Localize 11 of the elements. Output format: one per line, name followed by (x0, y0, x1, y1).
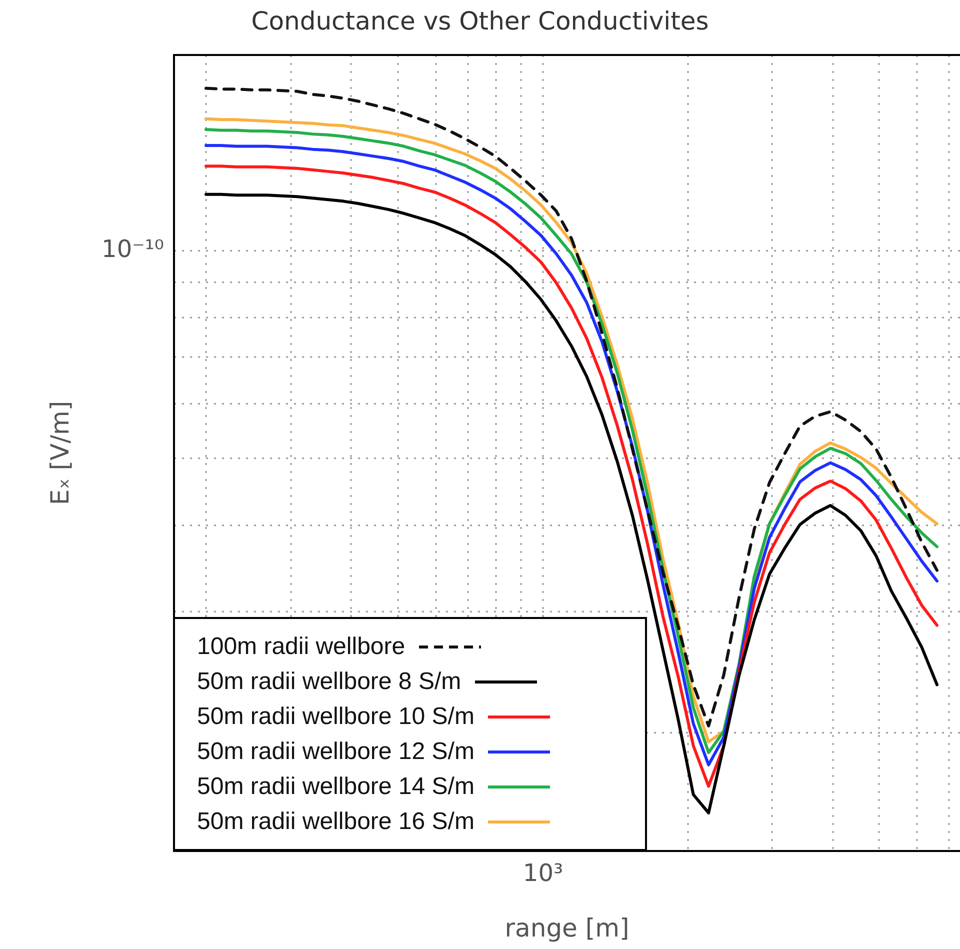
legend-label: 50m radii wellbore 10 S/m (197, 702, 474, 730)
legend-label: 50m radii wellbore 8 S/m (197, 668, 462, 696)
chart-title: Conductance vs Other Conductivites (251, 6, 709, 36)
legend-label: 100m radii wellbore (197, 632, 406, 660)
legend-label: 50m radii wellbore 16 S/m (197, 808, 474, 836)
x-axis-title: range [m] (504, 914, 630, 942)
text: 10⁻¹⁰ (102, 234, 164, 263)
y-axis-title: Eₓ [V/m] (46, 400, 74, 506)
legend-label: 50m radii wellbore 14 S/m (197, 772, 474, 800)
legend-label: 50m radii wellbore 12 S/m (197, 738, 474, 766)
text: 10³ (522, 859, 564, 888)
